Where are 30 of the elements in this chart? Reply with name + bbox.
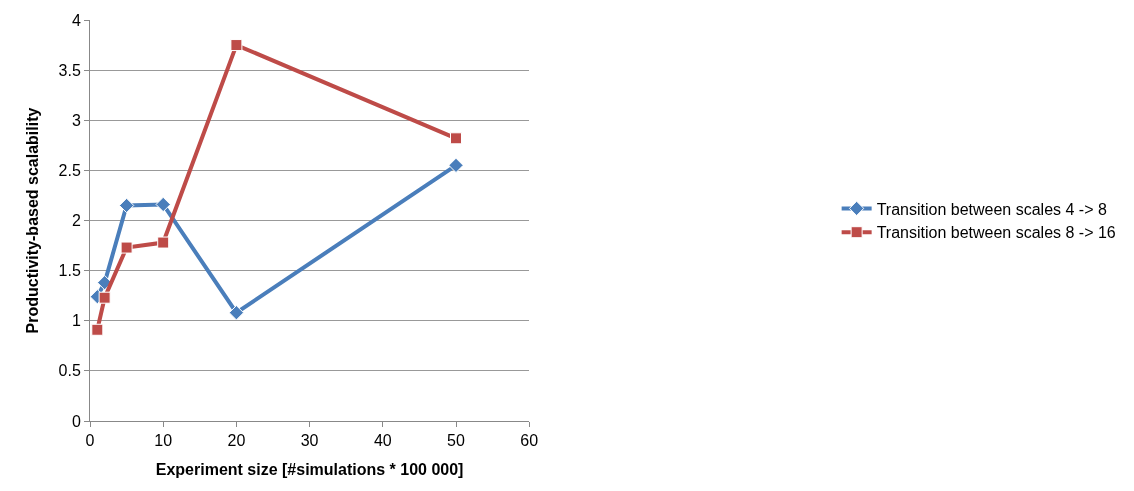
x-tick-label: 60 [520, 432, 539, 450]
x-tick-label: 10 [154, 432, 173, 450]
x-tick-label: 0 [85, 432, 95, 450]
point [228, 305, 245, 321]
y-tick-label: 3.5 [58, 61, 81, 79]
legend-label: Transition between scales 8 -> 16 [876, 224, 1116, 242]
y-tick-label: 1.5 [58, 262, 81, 280]
y-tick-label: 2.5 [58, 161, 81, 179]
y-axis-title: Productivity-based scalability [24, 107, 42, 334]
point [450, 132, 462, 145]
point [120, 241, 133, 254]
point [98, 291, 111, 304]
legend-label: Transition between scales 4 -> 8 [876, 200, 1107, 218]
point [448, 157, 464, 174]
point [157, 236, 170, 249]
x-axis-title: Experiment size [#simulations * 100 000] [155, 460, 464, 478]
x-tick-label: 50 [447, 432, 465, 450]
y-tick-label: 3 [71, 111, 81, 129]
y-tick-label: 0 [71, 412, 81, 430]
point [230, 39, 243, 52]
point [118, 197, 135, 214]
point [155, 196, 171, 213]
x-tick-label: 30 [300, 432, 319, 450]
y-tick-label: 1 [71, 312, 81, 330]
y-tick-label: 0.5 [58, 362, 81, 380]
x-tick-label: 40 [373, 432, 392, 450]
y-tick-label: 2 [71, 212, 81, 230]
y-tick-label: 4 [71, 11, 81, 29]
x-tick-label: 20 [227, 432, 246, 450]
point [91, 323, 104, 336]
